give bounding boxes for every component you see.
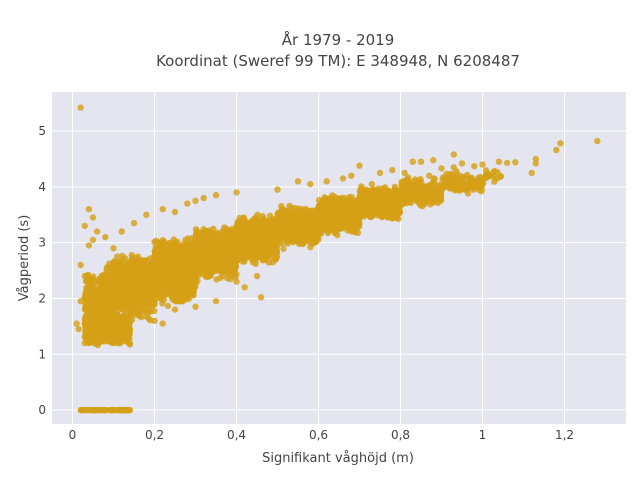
scatter-point: [148, 297, 154, 303]
scatter-point: [165, 303, 171, 309]
scatter-point: [123, 315, 129, 321]
scatter-point: [158, 287, 164, 293]
scatter-point: [213, 276, 219, 282]
scatter-point: [151, 239, 157, 245]
scatter-point: [121, 284, 127, 290]
scatter-point: [119, 334, 125, 340]
scatter-point: [176, 258, 182, 264]
scatter-point: [138, 314, 144, 320]
scatter-point: [148, 288, 154, 294]
scatter-point: [164, 286, 170, 292]
scatter-point: [99, 321, 105, 327]
scatter-point: [172, 272, 178, 278]
scatter-point: [105, 294, 111, 300]
scatter-point: [127, 295, 133, 301]
scatter-point: [90, 300, 96, 306]
scatter-point: [88, 290, 94, 296]
scatter-point: [143, 264, 149, 270]
scatter-point: [155, 271, 161, 277]
scatter-point: [112, 297, 118, 303]
scatter-point: [112, 259, 118, 265]
scatter-point: [114, 323, 120, 329]
scatter-point: [173, 250, 179, 256]
scatter-point: [109, 340, 115, 346]
scatter-point: [115, 285, 121, 291]
scatter-point: [122, 299, 128, 305]
scatter-point: [90, 276, 96, 282]
chart-title-line2: Koordinat (Sweref 99 TM): E 348948, N 62…: [156, 52, 520, 70]
scatter-point: [105, 276, 111, 282]
scatter-point: [183, 291, 189, 297]
scatter-point: [115, 268, 121, 274]
scatter-point: [96, 301, 102, 307]
scatter-point: [153, 263, 159, 269]
scatter-point: [172, 241, 178, 247]
scatter-point: [113, 332, 119, 338]
scatter-point: [94, 326, 100, 332]
scatter-point: [92, 335, 98, 341]
scatter-point: [157, 246, 163, 252]
scatter-point: [153, 295, 159, 301]
scatter-point: [128, 311, 134, 317]
scatter-point: [84, 318, 90, 324]
scatter-point: [82, 306, 88, 312]
scatter-point: [123, 271, 129, 277]
chart-title-line1: År 1979 - 2019: [282, 30, 395, 49]
scatter-point: [176, 289, 182, 295]
scatter-point: [135, 253, 141, 259]
scatter-point: [186, 282, 192, 288]
scatter-point: [224, 269, 230, 275]
scatter-point: [114, 311, 120, 317]
scatter-point: [135, 285, 141, 291]
scatter-point: [151, 255, 157, 261]
scatter-point: [128, 258, 134, 264]
scatter-point: [104, 282, 110, 288]
scatter-point: [185, 244, 191, 250]
scatter-point: [233, 271, 239, 277]
scatter-point: [138, 294, 144, 300]
scatter-point: [194, 278, 200, 284]
scatter-point: [136, 303, 142, 309]
scatter-point: [91, 309, 97, 315]
scatter-point: [122, 255, 128, 261]
scatter-point: [97, 308, 103, 314]
scatter-point: [161, 261, 167, 267]
scatter-point: [133, 278, 139, 284]
scatter-point: [150, 282, 156, 288]
scatter-point: [129, 252, 135, 258]
scatter-point: [188, 267, 194, 273]
scatter-point: [167, 249, 173, 255]
scatter-point: [108, 313, 114, 319]
